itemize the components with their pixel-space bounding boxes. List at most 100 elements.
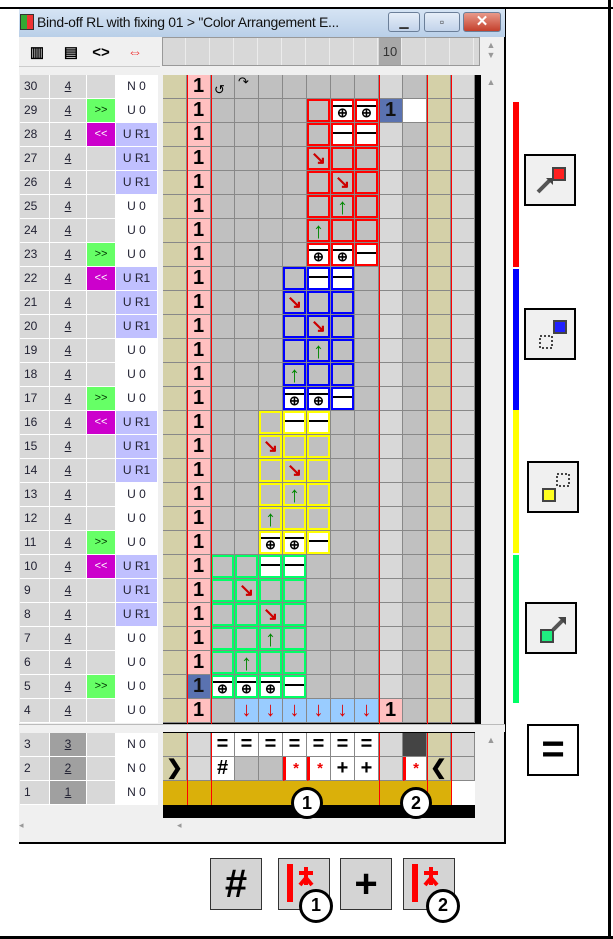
grid-cell[interactable] — [379, 531, 403, 555]
grid-cell[interactable] — [355, 651, 379, 675]
equals-stitch-cell[interactable]: = — [211, 733, 235, 757]
grid-cell[interactable] — [403, 459, 427, 483]
grid-cell[interactable] — [235, 171, 259, 195]
outlined-cell[interactable] — [307, 291, 331, 315]
grid-cell[interactable] — [427, 363, 451, 387]
row-repeat-value[interactable]: 4 — [50, 267, 87, 291]
grid-cell[interactable] — [379, 483, 403, 507]
row-repeat-value[interactable]: 4 — [50, 675, 87, 699]
grid-cell[interactable] — [427, 531, 451, 555]
grid-cell[interactable] — [451, 435, 475, 459]
row-mode-label[interactable]: U 0 — [116, 99, 158, 123]
grid-cell[interactable] — [451, 123, 475, 147]
grid-cell[interactable] — [427, 243, 451, 267]
grid-cell[interactable] — [331, 507, 355, 531]
bottom-cell[interactable] — [379, 757, 403, 781]
bind-off-line-cell[interactable] — [283, 555, 307, 579]
grid-cell[interactable] — [259, 147, 283, 171]
grid-cell[interactable] — [211, 171, 235, 195]
bottom-cell[interactable] — [427, 733, 451, 757]
direction-left-button[interactable]: << — [87, 555, 116, 579]
up-arrow-cell[interactable]: ↑ — [235, 651, 259, 675]
plus-stitch-button[interactable]: + — [340, 858, 392, 910]
row-mode-label[interactable]: U R1 — [116, 171, 158, 195]
row-repeat-value[interactable]: 4 — [50, 195, 87, 219]
direction-cell[interactable] — [87, 315, 116, 339]
grid-cell[interactable] — [163, 147, 187, 171]
grid-cell[interactable] — [259, 99, 283, 123]
grid-cell[interactable] — [235, 195, 259, 219]
direction-cell[interactable] — [87, 459, 116, 483]
grid-cell[interactable] — [211, 339, 235, 363]
grid-cell[interactable] — [379, 243, 403, 267]
grid-cell[interactable] — [379, 435, 403, 459]
grid-cell[interactable] — [283, 195, 307, 219]
grid-cell[interactable] — [283, 75, 307, 99]
stitch-count-cell[interactable]: 1 — [187, 123, 211, 147]
grid-cell[interactable] — [259, 363, 283, 387]
stitch-count-cell[interactable]: 1 — [187, 291, 211, 315]
row-repeat-value[interactable]: 4 — [50, 699, 87, 723]
grid-cell[interactable] — [427, 267, 451, 291]
grid-cell[interactable] — [163, 531, 187, 555]
range-start-icon[interactable]: ❯ — [163, 757, 187, 781]
selected-count-cell[interactable]: 1 — [379, 99, 403, 123]
grid-cell[interactable] — [451, 99, 475, 123]
grid-cell[interactable] — [403, 75, 427, 99]
row-mode-label[interactable]: U 0 — [116, 363, 158, 387]
outlined-cell[interactable] — [235, 555, 259, 579]
grid-cell[interactable] — [403, 123, 427, 147]
grid-cell[interactable] — [451, 387, 475, 411]
fixing-knot-cell[interactable]: ⊕ — [307, 243, 331, 267]
ruler-cell[interactable] — [427, 38, 450, 65]
grid-cell[interactable] — [427, 291, 451, 315]
grid-cell[interactable] — [211, 243, 235, 267]
marker-stitch-cell[interactable]: * — [307, 757, 331, 781]
grid-cell[interactable] — [163, 459, 187, 483]
grid-cell[interactable] — [355, 555, 379, 579]
grid-cell[interactable] — [427, 627, 451, 651]
grid-cell[interactable] — [259, 219, 283, 243]
row-mode-label[interactable]: U R1 — [116, 315, 158, 339]
stitch-count-cell[interactable]: 1 — [187, 147, 211, 171]
stitch-count-cell[interactable]: 1 — [187, 267, 211, 291]
grid-cell[interactable] — [211, 483, 235, 507]
ruler-cell[interactable] — [403, 38, 426, 65]
stitch-count-cell[interactable]: 1 — [187, 699, 211, 723]
row-repeat-value[interactable]: 4 — [50, 339, 87, 363]
grid-cell[interactable] — [379, 147, 403, 171]
grid-cell[interactable] — [259, 315, 283, 339]
outlined-cell[interactable] — [259, 411, 283, 435]
direction-left-button[interactable]: << — [87, 267, 116, 291]
direction-cell[interactable] — [87, 699, 116, 723]
row-mode-label[interactable]: N 0 — [116, 733, 158, 757]
bottom-cell[interactable] — [451, 733, 475, 757]
grid-cell[interactable] — [403, 147, 427, 171]
grid-cell[interactable] — [163, 651, 187, 675]
grid-cell[interactable] — [451, 627, 475, 651]
direction-right-button[interactable]: >> — [87, 531, 116, 555]
grid-cell[interactable] — [211, 435, 235, 459]
stitch-count-cell[interactable]: 1 — [187, 555, 211, 579]
diagonal-arrow-cell[interactable]: ↘ — [235, 579, 259, 603]
grid-cell[interactable] — [403, 627, 427, 651]
fixing-knot-cell[interactable]: ⊕ — [235, 675, 259, 699]
grid-cell[interactable] — [451, 267, 475, 291]
grid-cell[interactable] — [403, 99, 427, 123]
stitch-count-cell[interactable]: 1 — [187, 99, 211, 123]
grid-cell[interactable] — [163, 555, 187, 579]
grid-cell[interactable] — [331, 459, 355, 483]
up-arrow-cell[interactable]: ↑ — [259, 627, 283, 651]
grid-cell[interactable] — [163, 339, 187, 363]
red-group-tool-button[interactable] — [524, 154, 576, 206]
grid-cell[interactable] — [211, 291, 235, 315]
grid-cell[interactable] — [427, 219, 451, 243]
grid-cell[interactable] — [259, 291, 283, 315]
outlined-cell[interactable] — [283, 267, 307, 291]
row-repeat-value[interactable]: 4 — [50, 627, 87, 651]
grid-cell[interactable] — [163, 483, 187, 507]
row-repeat-value[interactable]: 1 — [50, 781, 87, 805]
grid-cell[interactable] — [235, 483, 259, 507]
range-end-icon[interactable]: ❮ — [427, 757, 451, 781]
grid-cell[interactable] — [211, 459, 235, 483]
